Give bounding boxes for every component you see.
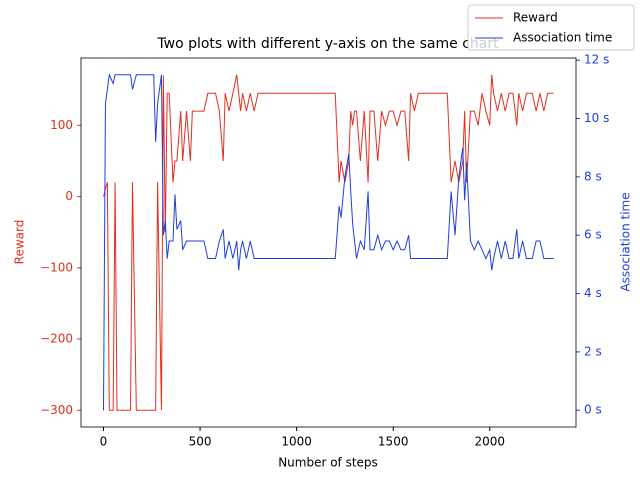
y2-axis-label: Association time <box>619 192 633 291</box>
x-tick-label: 0 <box>100 435 108 449</box>
y-tick-label: −100 <box>40 260 73 274</box>
y2-tick-label: 2 s <box>584 344 602 358</box>
x-tick-label: 2000 <box>474 435 505 449</box>
y-tick-label: −300 <box>40 403 73 417</box>
y2-tick-label: 12 s <box>584 53 609 67</box>
y-tick-label: 0 <box>65 189 73 203</box>
y-tick-label: −200 <box>40 332 73 346</box>
y2-tick-label: 4 s <box>584 286 602 300</box>
y2-tick-label: 0 s <box>584 403 602 417</box>
legend-box <box>467 4 635 51</box>
x-tick-label: 1000 <box>281 435 312 449</box>
y-axis-label: Reward <box>13 220 27 265</box>
x-axis-label: Number of steps <box>278 456 378 470</box>
legend-label: Reward <box>513 11 558 25</box>
x-tick-label: 1500 <box>378 435 409 449</box>
series-line <box>103 74 554 411</box>
y2-tick-label: 6 s <box>584 228 602 242</box>
y2-tick-label: 8 s <box>584 169 602 183</box>
y2-tick-label: 10 s <box>584 111 609 125</box>
series-line <box>103 72 554 411</box>
chart-title: Two plots with different y-axis on the s… <box>156 36 499 52</box>
y-tick-label: 100 <box>50 118 73 132</box>
legend-label: Association time <box>513 31 612 45</box>
plot-frame <box>80 57 577 428</box>
x-tick-label: 500 <box>189 435 212 449</box>
